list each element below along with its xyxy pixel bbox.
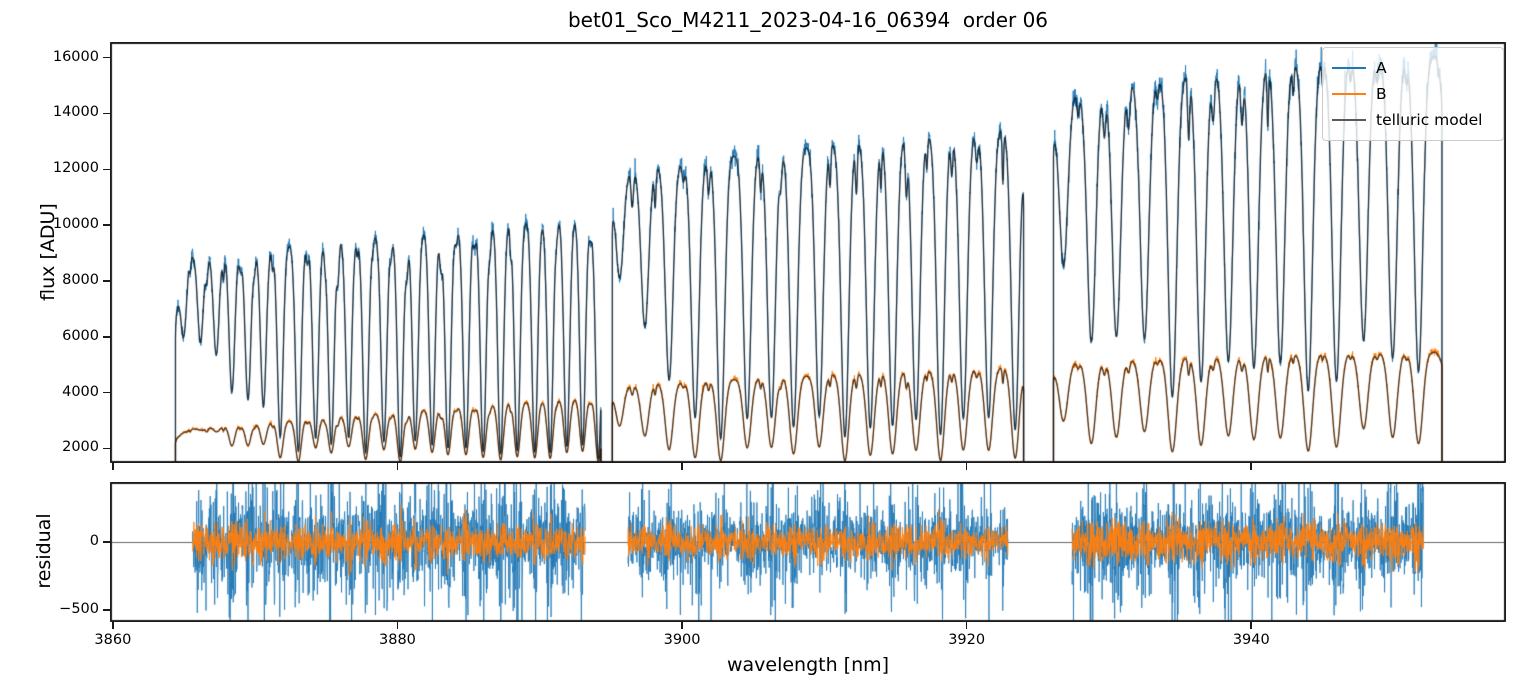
residual-y-tick — [103, 541, 110, 543]
legend-line-sample-B — [1332, 93, 1366, 95]
flux-y-tick — [103, 168, 110, 171]
legend: A B telluric model — [1322, 47, 1504, 141]
residual-x-tick — [965, 622, 968, 629]
flux-x-tick — [396, 463, 399, 470]
flux-y-tick-label: 2000 — [62, 439, 99, 456]
legend-label-telluric-model: telluric model — [1376, 111, 1483, 129]
flux-y-tick — [103, 224, 110, 226]
legend-line-sample-A — [1332, 67, 1366, 69]
flux-x-tick — [681, 463, 683, 470]
x-tick-label: 3860 — [94, 632, 132, 648]
residual-x-tick — [112, 622, 114, 629]
legend-label-B: B — [1376, 85, 1387, 103]
legend-line-sample-telluric-model — [1332, 119, 1366, 121]
figure-title: bet01_Sco_M4211_2023-04-16_06394 order 0… — [567, 8, 1049, 32]
flux-y-tick-label: 4000 — [62, 383, 99, 400]
x-tick-label: 3900 — [663, 632, 701, 648]
flux-x-tick — [1250, 463, 1253, 470]
legend-label-A: A — [1376, 59, 1387, 77]
flux-y-tick-label: 16000 — [52, 48, 99, 65]
residual-y-axis-label: residual — [33, 513, 55, 589]
flux-y-tick — [103, 336, 110, 338]
flux-y-tick — [103, 112, 110, 115]
flux-y-tick — [103, 391, 110, 394]
flux-y-tick-label: 10000 — [52, 216, 99, 233]
x-axis-label: wavelength [nm] — [726, 654, 890, 676]
flux-panel-plot-area — [110, 42, 1506, 463]
legend-entry-A: A — [1332, 55, 1493, 81]
residual-panel-plot-area — [110, 482, 1506, 622]
flux-y-tick-label: 12000 — [52, 160, 99, 177]
x-tick-label: 3880 — [379, 632, 416, 648]
residual-y-tick-label: −500 — [59, 601, 99, 618]
legend-entry-B: B — [1332, 81, 1493, 107]
residual-y-tick — [103, 609, 110, 611]
residual-y-tick-label: 0 — [89, 533, 99, 549]
flux-x-tick — [965, 463, 968, 470]
flux-y-tick-label: 8000 — [62, 271, 99, 288]
flux-y-tick — [103, 447, 110, 450]
flux-x-tick — [112, 463, 114, 470]
residual-x-tick — [681, 622, 683, 629]
residual-x-tick — [396, 622, 399, 629]
flux-y-tick — [103, 56, 110, 59]
x-tick-label: 3940 — [1232, 632, 1270, 648]
legend-entry-telluric-model: telluric model — [1332, 107, 1493, 133]
flux-y-tick — [103, 280, 110, 282]
x-tick-label: 3920 — [948, 632, 986, 648]
flux-y-tick-label: 14000 — [52, 104, 99, 121]
flux-y-tick-label: 6000 — [62, 327, 99, 344]
residual-x-tick — [1250, 622, 1253, 629]
